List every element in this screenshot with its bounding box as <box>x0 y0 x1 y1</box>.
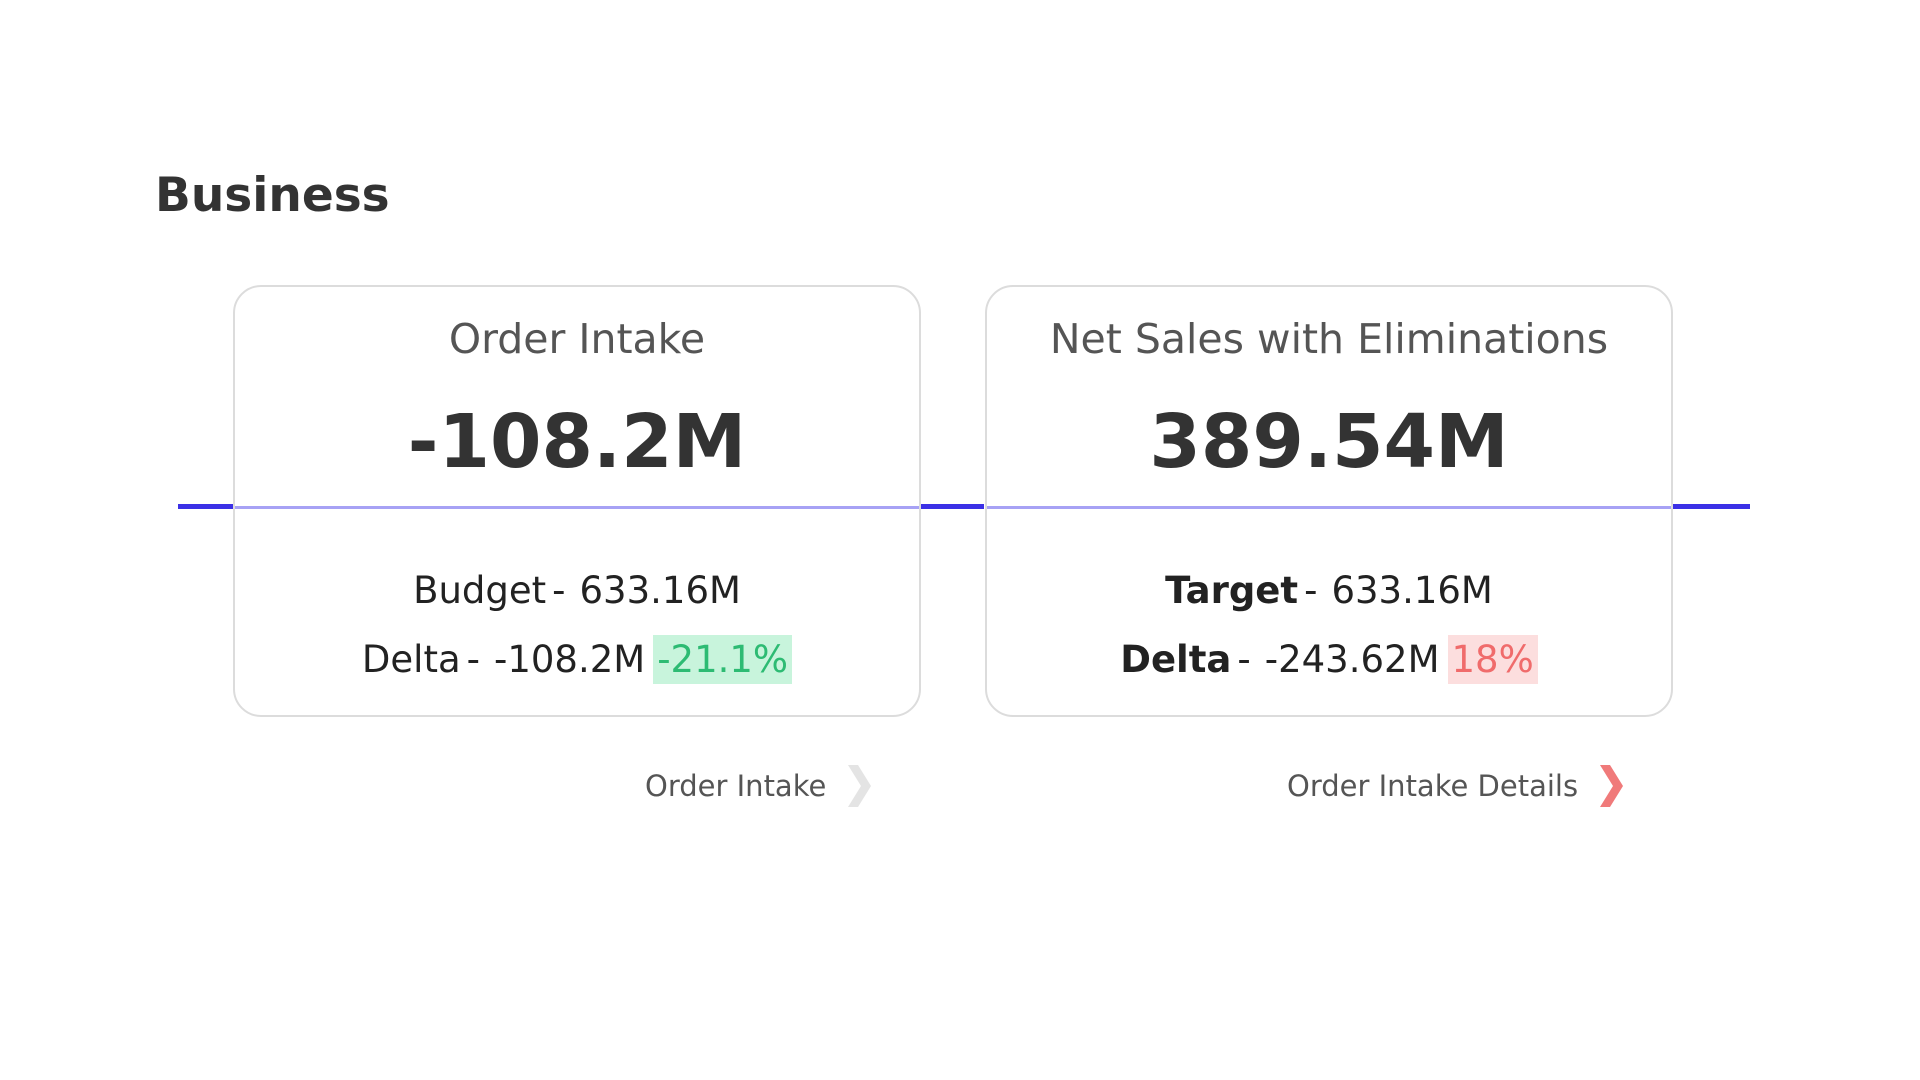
delta-label: Delta <box>361 638 461 681</box>
separator: - <box>466 638 480 681</box>
budget-row: Budget -633.16M <box>235 572 919 609</box>
budget-label: Budget <box>413 569 547 612</box>
delta-percent-badge: 18% <box>1447 635 1538 684</box>
card-divider <box>235 506 919 509</box>
kpi-card-net-sales[interactable]: Net Sales with Eliminations 389.54M Targ… <box>985 285 1673 717</box>
target-label: Target <box>1165 569 1299 612</box>
section-title: Business <box>155 168 390 223</box>
chevron-right-icon <box>1600 765 1624 807</box>
divider-line-middle <box>920 504 984 509</box>
order-intake-details-link[interactable]: Order Intake Details <box>1287 762 1626 810</box>
link-label: Order Intake <box>645 769 827 803</box>
target-value: 633.16M <box>1331 569 1493 612</box>
link-label: Order Intake Details <box>1287 769 1579 803</box>
separator: - <box>552 569 566 612</box>
card-value: 389.54M <box>1149 399 1509 485</box>
order-intake-link[interactable]: Order Intake <box>645 762 874 810</box>
card-title: Net Sales with Eliminations <box>1049 315 1609 363</box>
divider-line-left <box>178 504 234 509</box>
delta-value: -108.2M <box>493 638 646 681</box>
card-title: Order Intake <box>448 315 706 363</box>
delta-percent-badge: -21.1% <box>653 635 793 684</box>
budget-value: 633.16M <box>579 569 741 612</box>
chevron-right-icon <box>848 765 872 807</box>
delta-row: Delta - -243.62M 18% <box>987 635 1671 684</box>
divider-line-right <box>1670 504 1750 509</box>
kpi-card-order-intake[interactable]: Order Intake -108.2M Budget -633.16M Delt… <box>233 285 921 717</box>
card-value: -108.2M <box>407 399 747 485</box>
separator: - <box>1304 569 1318 612</box>
separator: - <box>1237 638 1251 681</box>
delta-label: Delta <box>1120 638 1232 681</box>
target-row: Target -633.16M <box>987 572 1671 609</box>
delta-value: -243.62M <box>1264 638 1440 681</box>
card-divider <box>987 506 1671 509</box>
delta-row: Delta - -108.2M -21.1% <box>235 635 919 684</box>
